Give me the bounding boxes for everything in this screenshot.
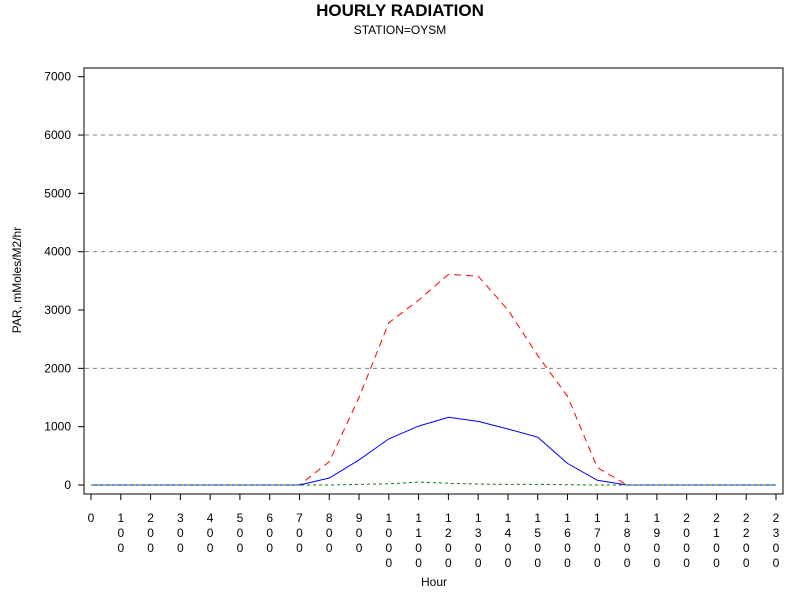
y-axis-label: PAR, mMoles/M2/hr: [10, 227, 24, 333]
grid-lines: [85, 134, 782, 369]
y-tick-label: 1000: [44, 420, 71, 434]
series-line-2: [91, 416, 776, 486]
x-tick-label: 0: [88, 511, 95, 525]
plot-frame: [83, 67, 784, 495]
y-tick-label: 4000: [44, 245, 71, 259]
y-tick-label: 3000: [44, 303, 71, 317]
y-axis: 0 1000 2000 3000 4000 5000 6000 7000: [44, 70, 84, 492]
x-axis-label: Hour: [421, 575, 447, 589]
series-line-3: [91, 481, 776, 486]
y-tick-label: 7000: [44, 70, 71, 84]
y-tick-label: 6000: [44, 128, 71, 142]
chart-subtitle: STATION=OYSM: [353, 23, 447, 37]
data-series: [91, 273, 776, 486]
y-tick-label: 0: [64, 478, 71, 492]
chart-title: HOURLY RADIATION: [316, 1, 484, 20]
y-tick-label: 2000: [44, 361, 71, 375]
x-axis: 0 1 0 0 2 0 0 3 0 0 4 0 0 5 0 0 6 0 0 7 0 0 8 0 0 9 0 0 1 0 0 0 1 1 0 0 1 2 0 0…: [88, 494, 780, 570]
series-line-1: [91, 273, 776, 486]
y-tick-label: 5000: [44, 186, 71, 200]
